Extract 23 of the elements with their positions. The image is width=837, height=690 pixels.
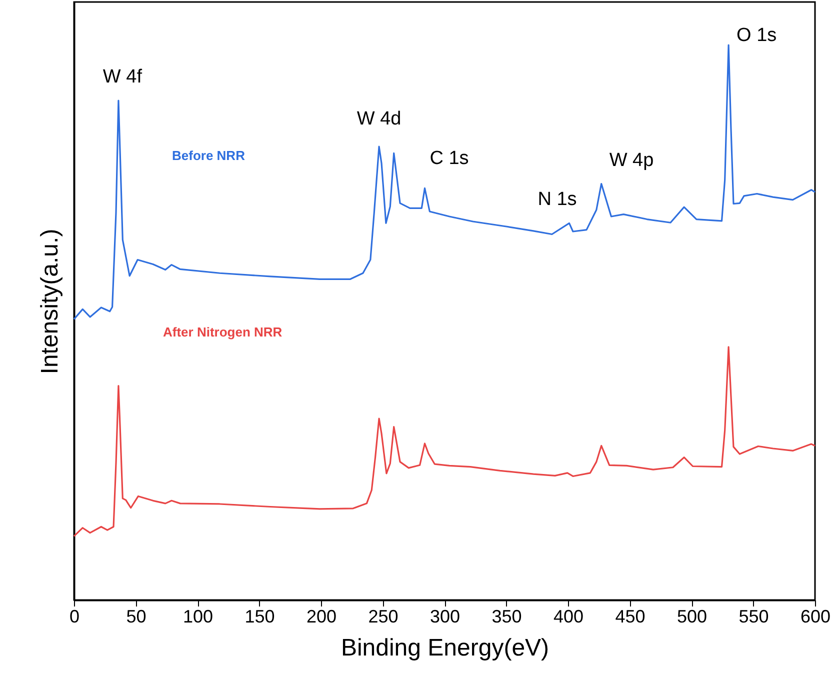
x-tick-label: 0 [69, 606, 80, 626]
text: Before NRR [172, 148, 246, 164]
x-tick-label: 450 [615, 606, 646, 626]
x-tick-label: 100 [182, 606, 214, 626]
x-tick-label: 500 [676, 606, 708, 626]
annotation: C 1s [430, 148, 469, 170]
text: After Nitrogen NRR [163, 324, 283, 340]
annotation: O 1s [736, 25, 777, 46]
x-axis-title: Binding Energy(eV) [340, 634, 550, 662]
x-tick-label: 300 [430, 606, 460, 626]
x-tick-label: 400 [553, 606, 584, 626]
x-tick-label: 600 [800, 606, 831, 626]
x-tick-label: 50 [126, 606, 146, 626]
x-tick-label: 550 [738, 606, 769, 626]
x-tick-label: 350 [492, 606, 522, 626]
annotation: W 4p [609, 150, 654, 171]
x-tick-label: 200 [306, 606, 337, 626]
annotation: N 1s [538, 189, 577, 210]
y-axis-title: Intensity(a.u.) [36, 228, 64, 374]
annotation: W 4f [102, 66, 143, 88]
x-tick-label: 150 [244, 606, 275, 626]
annotation: W 4d [356, 108, 402, 130]
x-tick-label: 250 [368, 606, 398, 626]
